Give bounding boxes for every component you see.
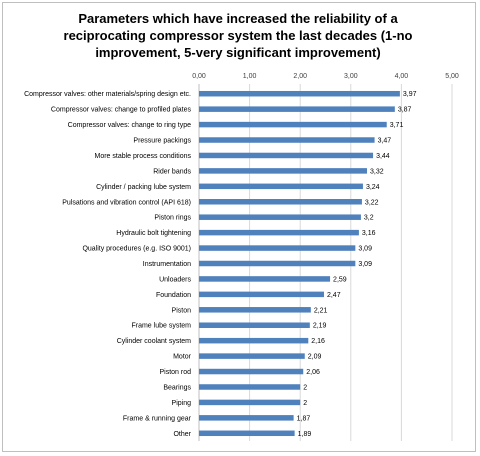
x-tick-label: 2,00 [293,73,307,80]
data-label: 3,44 [376,153,390,160]
bar [199,183,363,190]
x-tick-label: 0,00 [192,73,206,80]
category-label: More stable process conditions [95,153,192,160]
data-label: 3,09 [358,246,372,253]
category-label: Cylinder coolant system [117,338,191,345]
bar [199,168,367,174]
category-label: Compressor valves: other materials/sprin… [24,91,191,98]
category-label: Instrumentation [143,261,191,268]
category-label: Piston rod [159,369,191,376]
category-label: Frame lube system [131,323,191,330]
data-label: 3,24 [366,184,380,191]
bar [199,291,324,298]
bar [199,199,362,205]
data-label: 2,16 [311,338,325,345]
data-label: 3,71 [390,122,404,129]
bars [199,90,400,437]
data-labels: 3,97 3,87 3,71 3,47 3,44 3,32 3,24 3,22 3,2 3,16 3… [297,91,417,438]
bar [199,307,311,313]
data-label: 3,22 [365,199,379,206]
chart-title-line-1: Parameters which have increased the reli… [78,11,398,26]
category-label: Quality procedures (e.g. ISO 9001) [82,246,191,253]
category-label: Pulsations and vibration control (API 61… [62,199,191,206]
category-label: Hydraulic bolt tightening [116,230,191,237]
bar [199,276,331,282]
x-tick-label: 5,00 [445,73,459,80]
x-tick-label: 4,00 [395,73,409,80]
bar [199,121,387,128]
data-label: 3,97 [403,91,417,98]
data-label: 3,32 [370,168,384,175]
data-label: 2,59 [333,276,347,283]
category-label: Piston rings [154,215,191,222]
bar [199,214,361,220]
data-label: 1,89 [298,431,312,438]
bar [199,90,400,97]
category-label: Piston [172,307,192,314]
x-axis-tick-labels: 0,00 1,00 2,00 3,00 4,00 5,00 [192,73,459,80]
data-label: 2,19 [313,323,327,330]
bar [199,229,359,236]
bar [199,384,301,390]
category-label: Cylinder / packing lube system [96,184,191,191]
bar [199,137,375,143]
category-label: Piping [172,400,192,407]
category-label: Bearings [163,384,191,391]
data-label: 2,06 [306,369,320,376]
data-label: 2 [303,400,307,407]
category-label: Compressor valves: change to profiled pl… [51,107,192,114]
category-label: Other [173,431,191,438]
data-label: 3,47 [378,138,392,145]
chart-title-line-2: reciprocating compressor system the last… [63,28,413,43]
data-label: 2,09 [308,354,322,361]
bar [199,152,374,159]
bar [199,322,310,328]
category-label: Pressure packings [133,138,191,145]
bar [199,245,356,251]
data-label: 1,87 [297,415,311,422]
bar [199,353,305,359]
bar [199,260,356,267]
category-label: Frame & running gear [123,415,192,422]
data-label: 3,87 [398,107,412,114]
data-label: 3,16 [362,230,376,237]
chart-title-line-3: improvement, 5-very significant improvem… [95,45,381,60]
data-label: 2 [303,384,307,391]
bar [199,106,395,112]
data-label: 3,2 [364,215,374,222]
bar [199,368,304,375]
category-labels: Compressor valves: other materials/sprin… [24,91,192,438]
category-label: Motor [173,354,192,361]
bar [199,399,301,406]
chart-title: Parameters which have increased the reli… [0,10,476,61]
bar [199,337,309,344]
category-label: Compressor valves: change to ring type [68,122,191,129]
category-label: Unloaders [159,276,191,283]
x-tick-label: 3,00 [344,73,358,80]
data-label: 2,21 [314,307,328,314]
chart-frame [2,2,476,452]
data-label: 3,09 [358,261,372,268]
bar [199,415,294,421]
bar [199,430,295,437]
category-label: Foundation [156,292,191,299]
data-label: 2,47 [327,292,341,299]
x-tick-label: 1,00 [243,73,257,80]
category-label: Rider bands [153,168,191,175]
